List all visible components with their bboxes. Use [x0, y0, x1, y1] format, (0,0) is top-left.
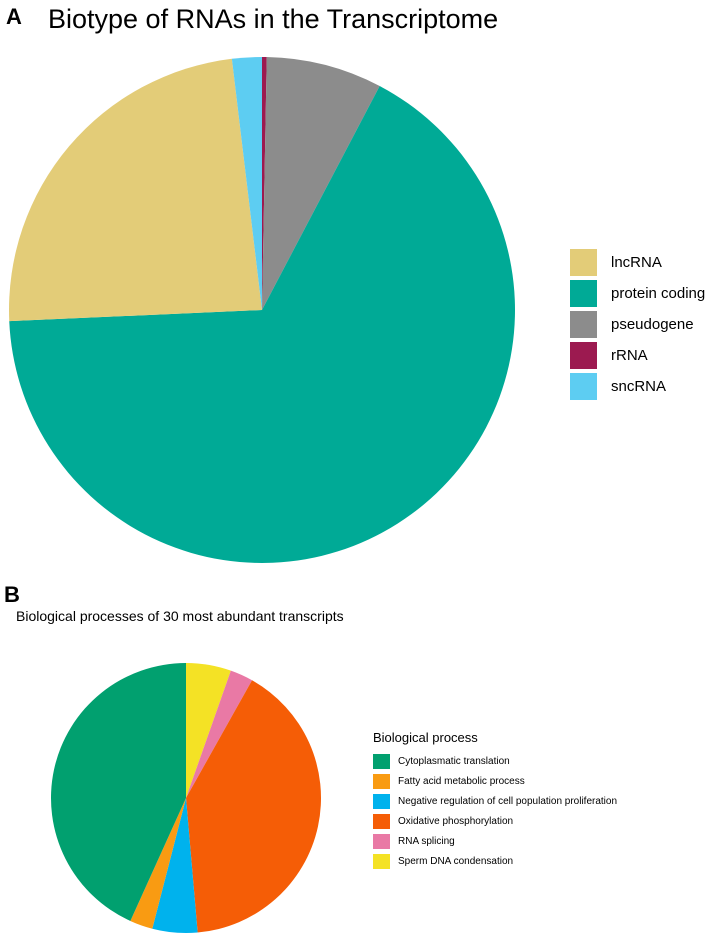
- legend-label: Fatty acid metabolic process: [398, 775, 525, 787]
- pie-slice-sncrna: [231, 57, 262, 310]
- pie-slice-lncrna: [9, 58, 263, 322]
- process-legend-item-oxidative-phosphorylation: Oxidative phosphorylation: [373, 811, 617, 831]
- biotype-legend-item-lncrna: lncRNA: [570, 247, 705, 278]
- legend-label: Sperm DNA condensation: [398, 855, 514, 867]
- legend-swatch: [373, 833, 390, 849]
- legend-swatch: [373, 773, 390, 789]
- panel-letter-b: B: [4, 582, 20, 607]
- legend-label: sncRNA: [611, 378, 667, 395]
- legend-swatch: [373, 753, 390, 769]
- legend-label: rRNA: [611, 347, 648, 364]
- pie-slice-protein-coding: [9, 86, 515, 563]
- process-legend-item-rna-splicing: RNA splicing: [373, 831, 617, 851]
- pie-slice-pseudogene: [262, 57, 380, 310]
- legend-swatch: [570, 342, 597, 369]
- biotype-legend: lncRNA protein coding pseudogene rRNA sncRNA: [570, 247, 705, 402]
- legend-label: Cytoplasmatic translation: [398, 755, 510, 767]
- legend-label: pseudogene: [611, 316, 694, 333]
- legend-title: Biological process: [373, 730, 478, 745]
- legend-swatch: [570, 373, 597, 400]
- process-legend-item-negative-regulation-of-cell-population-proliferation: Negative regulation of cell population p…: [373, 791, 617, 811]
- process-legend-item-fatty-acid-metabolic-process: Fatty acid metabolic process: [373, 771, 617, 791]
- biotype-legend-item-sncrna: sncRNA: [570, 371, 705, 402]
- chart-title-b: Biological processes of 30 most abundant…: [16, 608, 344, 624]
- panel-letter-a: A: [6, 4, 22, 29]
- legend-swatch: [373, 853, 390, 869]
- legend-label: Oxidative phosphorylation: [398, 815, 514, 827]
- legend-swatch: [570, 311, 597, 338]
- chart-title-a: Biotype of RNAs in the Transcriptome: [48, 4, 499, 34]
- biological-process-legend: Biological process Cytoplasmatic transla…: [373, 730, 617, 871]
- biotype-legend-item-protein-coding: protein coding: [570, 278, 705, 309]
- process-legend-item-sperm-dna-condensation: Sperm DNA condensation: [373, 851, 617, 871]
- legend-label: lncRNA: [611, 254, 662, 271]
- biotype-legend-item-rrna: rRNA: [570, 340, 705, 371]
- process-legend-item-cytoplasmatic-translation: Cytoplasmatic translation: [373, 751, 617, 771]
- legend-swatch: [373, 813, 390, 829]
- legend-label: Negative regulation of cell population p…: [398, 795, 618, 807]
- legend-label: protein coding: [611, 285, 706, 302]
- pie-slice-rrna: [262, 57, 267, 310]
- biotype-legend-item-pseudogene: pseudogene: [570, 309, 705, 340]
- legend-swatch: [570, 280, 597, 307]
- legend-swatch: [373, 793, 390, 809]
- legend-swatch: [570, 249, 597, 276]
- legend-label: RNA splicing: [398, 835, 455, 847]
